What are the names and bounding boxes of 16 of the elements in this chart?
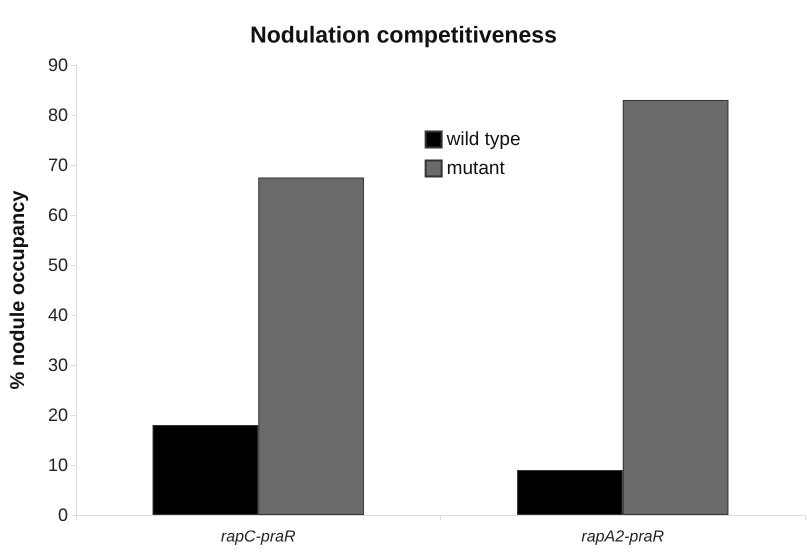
y-tick-label: 60 [48,205,68,225]
y-tick-label: 10 [48,455,68,475]
y-tick-label: 20 [48,405,68,425]
y-tick-label: 50 [48,255,68,275]
y-tick-label: 90 [48,55,68,75]
y-tick-label: 40 [48,305,68,325]
legend-label: wild type [446,129,521,150]
chart-title: Nodulation competitiveness [250,22,557,48]
y-tick-label: 70 [48,155,68,175]
y-tick-label: 30 [48,355,68,375]
y-axis-title: % nodule occupancy [7,190,29,390]
y-tick-label: 80 [48,105,68,125]
x-tick-label: rapA2-praR [581,528,665,546]
legend-label: mutant [446,158,506,179]
y-tick-label: 0 [58,505,68,525]
x-tick-label: rapC-praR [220,528,296,546]
